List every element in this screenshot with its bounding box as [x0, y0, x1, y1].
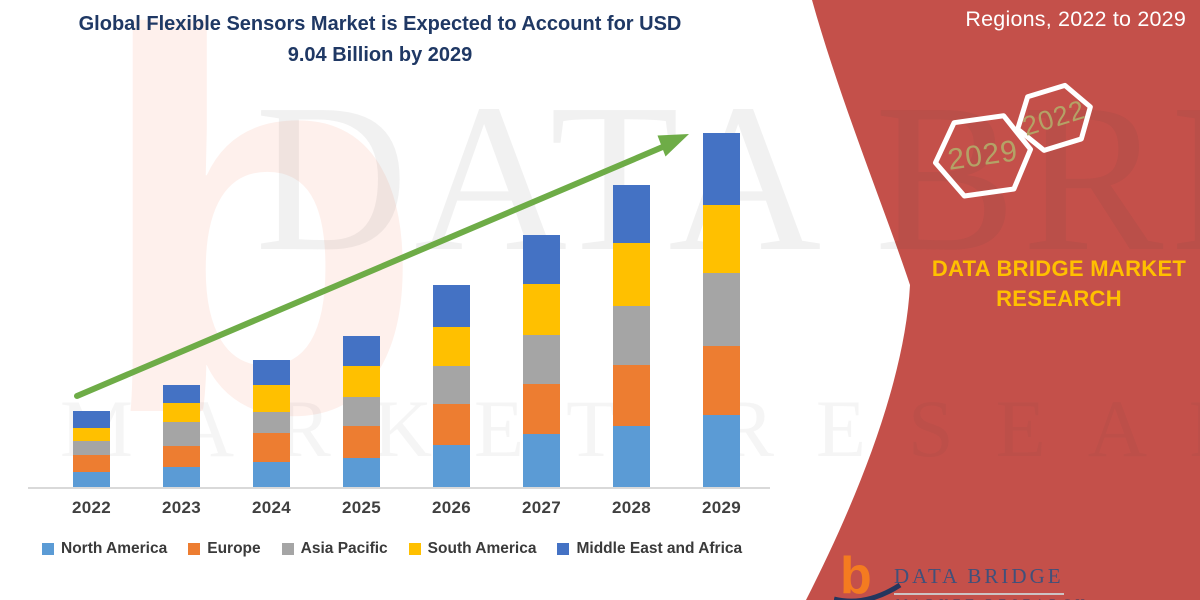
- bar-segment: [163, 422, 200, 446]
- bar-segment: [163, 445, 200, 467]
- stacked-bar-2023: [163, 384, 200, 487]
- hexagon-outline-icon: [1015, 82, 1093, 153]
- stacked-bar-2025: [343, 336, 380, 487]
- x-axis-label: 2025: [341, 498, 382, 517]
- legend-item: North America: [42, 540, 167, 558]
- footer-logo-subtext: MARKET RESEARCH: [896, 596, 1089, 600]
- bar-segment: [343, 426, 380, 459]
- chart-title: Global Flexible Sensors Market is Expect…: [20, 9, 740, 71]
- stacked-bar-2027: [523, 235, 560, 487]
- bar-segment: [163, 466, 200, 487]
- bar-segment: [703, 414, 740, 487]
- bar-segment: [433, 445, 470, 487]
- bar-segment: [613, 425, 650, 487]
- stacked-bar-2022: [73, 411, 110, 487]
- bar-segment: [523, 235, 560, 285]
- legend-item: Asia Pacific: [281, 540, 388, 558]
- bar-segment: [703, 205, 740, 274]
- bar-segment: [613, 242, 650, 306]
- bar-segment: [433, 326, 470, 367]
- legend-label: Middle East and Africa: [576, 540, 743, 557]
- regions-heading: Regions, 2022 to 2029: [965, 7, 1186, 31]
- bar-segment: [253, 433, 290, 462]
- legend-label: Asia Pacific: [300, 540, 388, 557]
- bar-segment: [433, 404, 470, 446]
- bar-segment: [343, 336, 380, 367]
- x-axis-label: 2027: [521, 498, 562, 517]
- stacked-bar-2028: [613, 184, 650, 487]
- legend-swatch-icon: [42, 543, 54, 555]
- legend-label: South America: [427, 540, 537, 557]
- legend-item: Europe: [188, 540, 261, 558]
- legend-label: Europe: [207, 540, 261, 557]
- bar-segment: [73, 411, 110, 428]
- legend-swatch-icon: [281, 543, 294, 555]
- bar-segment: [703, 133, 740, 206]
- x-axis-line: [28, 487, 770, 489]
- bar-segment: [253, 360, 290, 386]
- hexagon-outline-icon: [932, 113, 1034, 199]
- stacked-bar-2024: [253, 360, 290, 487]
- x-axis-label: 2029: [701, 498, 742, 517]
- bar-segment: [163, 384, 200, 403]
- bar-segment: [703, 345, 740, 415]
- bar-segment: [613, 364, 650, 426]
- bar-segment: [523, 284, 560, 335]
- footer-logo-name: DATA BRIDGE: [894, 564, 1064, 595]
- footer-logo: b DATA BRIDGE MARKET RESEARCH: [834, 550, 1160, 600]
- x-axis-label: 2026: [431, 498, 472, 517]
- data-bridge-b-logo-icon: b: [840, 547, 872, 600]
- bar-segment: [73, 440, 110, 455]
- logo-swoosh-icon: [834, 583, 902, 600]
- x-axis-label: 2022: [71, 498, 112, 517]
- bar-segment: [253, 412, 290, 434]
- hexagon-2029: 2029: [926, 106, 1041, 206]
- legend-swatch-icon: [188, 543, 201, 555]
- stacked-bar-2029: [703, 133, 740, 487]
- legend-item: South America: [408, 540, 537, 558]
- bar-segment: [613, 305, 650, 365]
- bar-segment: [253, 461, 290, 487]
- bar-segment: [523, 334, 560, 384]
- bar-segment: [523, 433, 560, 487]
- x-axis-label: 2028: [611, 498, 652, 517]
- bar-segment: [613, 184, 650, 243]
- x-axis-label: 2024: [251, 498, 292, 517]
- bar-segment: [73, 471, 110, 487]
- bar-segment: [163, 402, 200, 423]
- bar-segment: [343, 366, 380, 398]
- chart-legend: North America Europe Asia Pacific South Ame…: [42, 540, 742, 558]
- bar-segment: [523, 383, 560, 434]
- bar-segment: [73, 454, 110, 472]
- stacked-bar-2026: [433, 285, 470, 487]
- legend-swatch-icon: [557, 543, 570, 555]
- chart-title-line1: Global Flexible Sensors Market is Expect…: [78, 13, 682, 35]
- legend-label: North America: [61, 540, 168, 557]
- hexagon-2022: 2022: [1005, 74, 1103, 161]
- legend-item: Middle East and Africa: [557, 540, 742, 558]
- bar-segment: [433, 285, 470, 327]
- x-axis-label: 2023: [161, 498, 202, 517]
- bar-segment: [703, 273, 740, 346]
- bar-segment: [433, 366, 470, 405]
- bar-segment: [253, 385, 290, 413]
- brand-name-text: DATA BRIDGE MARKET RESEARCH: [931, 256, 1187, 311]
- bar-segment: [73, 427, 110, 441]
- bar-segment: [343, 458, 380, 487]
- bar-segment: [343, 397, 380, 427]
- legend-swatch-icon: [408, 543, 421, 555]
- chart-title-line2: 9.04 Billion by 2029: [287, 44, 473, 66]
